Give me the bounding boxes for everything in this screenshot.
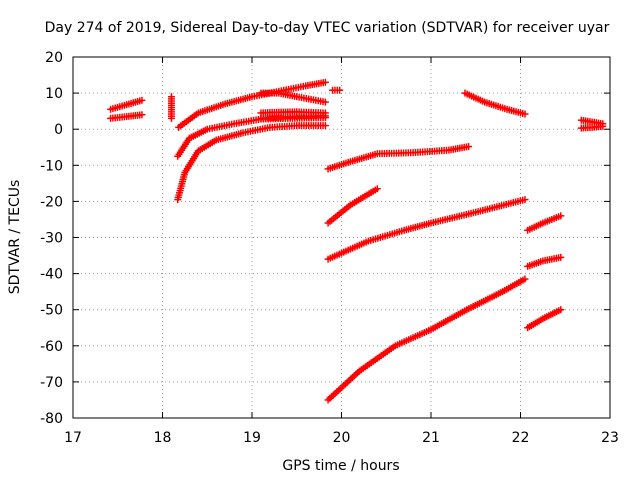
data-point <box>167 114 175 122</box>
data-point <box>521 275 529 283</box>
data-point <box>321 114 329 122</box>
data-point <box>557 253 565 261</box>
x-tick-label: 20 <box>333 430 351 446</box>
data-point <box>321 78 329 86</box>
data-point <box>138 111 146 119</box>
data-point <box>557 212 565 220</box>
data-point <box>599 122 607 130</box>
y-tick-label: -10 <box>40 158 63 174</box>
data-point <box>321 122 329 130</box>
y-axis-label: SDTVAR / TECUs <box>7 180 23 295</box>
x-tick-label: 19 <box>243 430 261 446</box>
axis-ticks <box>72 56 611 419</box>
x-tick-labels: 17 18 19 20 21 22 23 <box>64 430 619 446</box>
y-tick-label: 10 <box>45 86 63 102</box>
x-axis-label: GPS time / hours <box>282 458 399 474</box>
y-tick-label: -30 <box>40 231 63 247</box>
data-point <box>521 196 529 204</box>
y-tick-label: -60 <box>40 339 63 355</box>
data-marks <box>107 78 607 404</box>
y-tick-label: -40 <box>40 267 63 283</box>
gridlines <box>73 57 610 418</box>
data-point <box>465 143 473 151</box>
data-point <box>336 86 344 94</box>
x-tick-label: 22 <box>512 430 530 446</box>
data-point <box>321 98 329 106</box>
y-tick-label: -70 <box>40 375 63 391</box>
data-point <box>521 110 529 118</box>
x-tick-label: 17 <box>64 430 82 446</box>
y-tick-label: 20 <box>45 50 63 66</box>
y-tick-labels: -80 -70 -60 -50 -40 -30 -20 -10 0 10 20 <box>40 50 63 427</box>
y-tick-label: 0 <box>54 122 63 138</box>
y-tick-label: -50 <box>40 303 63 319</box>
x-tick-label: 21 <box>422 430 440 446</box>
x-tick-label: 18 <box>154 430 172 446</box>
chart-title: Day 274 of 2019, Sidereal Day-to-day VTE… <box>45 20 610 36</box>
y-tick-label: -20 <box>40 194 63 210</box>
data-point <box>138 96 146 104</box>
data-point <box>373 185 381 193</box>
data-point <box>557 306 565 314</box>
x-tick-label: 23 <box>601 430 619 446</box>
y-tick-label: -80 <box>40 411 63 427</box>
